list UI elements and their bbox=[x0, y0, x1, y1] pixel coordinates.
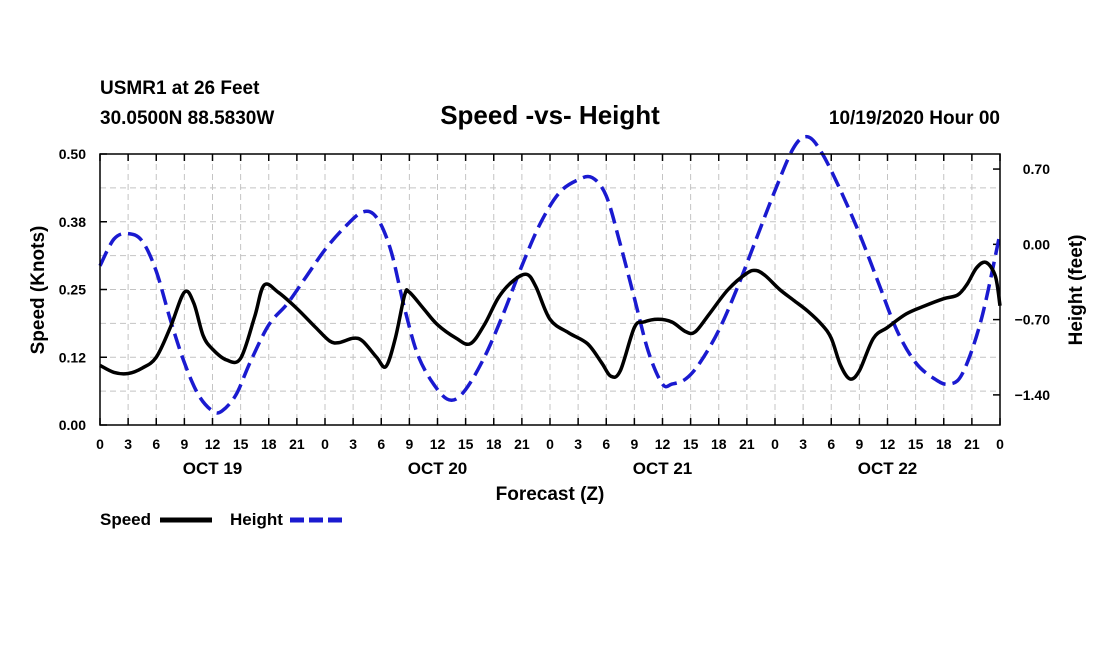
x-tick-label: 18 bbox=[261, 436, 277, 452]
date-label: OCT 19 bbox=[183, 459, 243, 478]
y-right-axis-label: Height (feet) bbox=[1066, 235, 1087, 346]
y-left-tick-label: 0.12 bbox=[59, 349, 86, 365]
x-tick-label: 9 bbox=[405, 436, 413, 452]
x-tick-label: 12 bbox=[430, 436, 446, 452]
y-right-tick-label: 0.00 bbox=[1023, 236, 1050, 252]
date-label: OCT 21 bbox=[633, 459, 693, 478]
series-line-speed bbox=[99, 260, 1002, 381]
grid bbox=[100, 154, 1000, 425]
x-axis-label: Forecast (Z) bbox=[496, 484, 605, 505]
series-lines bbox=[98, 134, 1002, 415]
x-tick-label: 0 bbox=[96, 436, 104, 452]
date-label: OCT 22 bbox=[858, 459, 918, 478]
x-tick-label: 12 bbox=[205, 436, 221, 452]
y-left-tick-labels: 0.00 0.12 0.25 0.38 0.50 bbox=[59, 146, 86, 433]
x-tick-label: 15 bbox=[908, 436, 924, 452]
x-tick-label: 21 bbox=[739, 436, 755, 452]
legend-speed-label: Speed bbox=[100, 510, 151, 529]
station-coords: 30.0500N 88.5830W bbox=[100, 108, 274, 129]
x-tick-label: 0 bbox=[546, 436, 554, 452]
issued-time: 10/19/2020 Hour 00 bbox=[829, 108, 1000, 129]
x-tick-label: 3 bbox=[349, 436, 357, 452]
x-tick-label: 21 bbox=[964, 436, 980, 452]
y-right-tick-label: −1.40 bbox=[1015, 387, 1051, 403]
x-tick-label: 6 bbox=[602, 436, 610, 452]
x-tick-labels: 0 3 6 9 12 15 18 21 0 3 6 9 12 15 18 21 0 3 6 9 12 15 18 21 0 3 6 9… bbox=[96, 436, 1004, 452]
x-tick-label: 18 bbox=[936, 436, 952, 452]
date-labels: OCT 19 OCT 20 OCT 21 OCT 22 bbox=[183, 459, 918, 478]
chart-title: Speed -vs- Height bbox=[440, 100, 660, 130]
x-tick-label: 9 bbox=[855, 436, 863, 452]
legend-height-label: Height bbox=[230, 510, 283, 529]
x-tick-label: 3 bbox=[124, 436, 132, 452]
x-tick-label: 15 bbox=[458, 436, 474, 452]
x-tick-label: 21 bbox=[289, 436, 305, 452]
x-tick-label: 3 bbox=[574, 436, 582, 452]
x-tick-label: 9 bbox=[630, 436, 638, 452]
plot-frame bbox=[99, 153, 1001, 426]
x-tick-label: 12 bbox=[655, 436, 671, 452]
y-left-tick-label: 0.38 bbox=[59, 214, 86, 230]
x-tick-label: 18 bbox=[486, 436, 502, 452]
series-line-height bbox=[98, 134, 1002, 415]
x-tick-label: 15 bbox=[233, 436, 249, 452]
y-left-tick-label: 0.25 bbox=[59, 282, 86, 298]
x-tick-label: 0 bbox=[771, 436, 779, 452]
x-tick-label: 0 bbox=[996, 436, 1004, 452]
station-title: USMR1 at 26 Feet bbox=[100, 78, 260, 99]
y-right-tick-labels: 0.70 0.00 −0.70 −1.40 bbox=[1015, 161, 1051, 403]
y-left-tick-label: 0.50 bbox=[59, 146, 86, 162]
x-tick-label: 21 bbox=[514, 436, 530, 452]
x-tick-label: 9 bbox=[180, 436, 188, 452]
x-tick-label: 3 bbox=[799, 436, 807, 452]
y-right-tick-label: 0.70 bbox=[1023, 161, 1050, 177]
y-right-tick-label: −0.70 bbox=[1015, 312, 1051, 328]
x-tick-label: 6 bbox=[827, 436, 835, 452]
x-tick-label: 0 bbox=[321, 436, 329, 452]
date-label: OCT 20 bbox=[408, 459, 468, 478]
x-tick-label: 15 bbox=[683, 436, 699, 452]
x-tick-label: 6 bbox=[377, 436, 385, 452]
y-left-axis-label: Speed (Knots) bbox=[28, 226, 49, 355]
x-tick-label: 18 bbox=[711, 436, 727, 452]
x-tick-label: 12 bbox=[880, 436, 896, 452]
x-tick-label: 6 bbox=[152, 436, 160, 452]
y-left-tick-label: 0.00 bbox=[59, 417, 86, 433]
